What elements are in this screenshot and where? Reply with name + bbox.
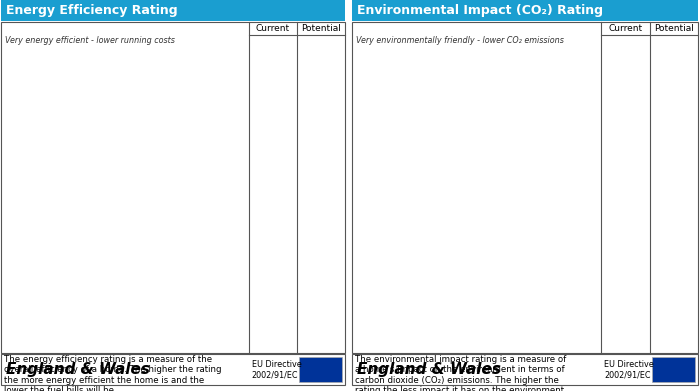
Text: (55-68): (55-68) bbox=[358, 177, 384, 183]
Text: 62: 62 bbox=[265, 174, 281, 188]
Text: Potential: Potential bbox=[654, 24, 694, 33]
Text: 59: 59 bbox=[617, 174, 634, 188]
Text: 86: 86 bbox=[313, 98, 329, 111]
Text: (21-38): (21-38) bbox=[7, 253, 33, 260]
Text: E: E bbox=[161, 212, 170, 225]
Text: (39-54): (39-54) bbox=[7, 215, 33, 222]
Text: (55-68): (55-68) bbox=[7, 177, 33, 183]
Text: England & Wales: England & Wales bbox=[357, 362, 501, 377]
FancyArrow shape bbox=[4, 124, 111, 160]
Text: C: C bbox=[464, 135, 473, 148]
Text: (92-100): (92-100) bbox=[7, 62, 37, 68]
Text: Current: Current bbox=[608, 24, 643, 33]
Text: EU Directive
2002/91/EC: EU Directive 2002/91/EC bbox=[252, 360, 302, 379]
Text: (92-100): (92-100) bbox=[358, 62, 388, 68]
Text: (39-54): (39-54) bbox=[358, 215, 384, 222]
FancyArrow shape bbox=[355, 277, 559, 313]
Text: The energy efficiency rating is a measure of the
overall efficiency of a home. T: The energy efficiency rating is a measur… bbox=[4, 355, 221, 391]
FancyArrow shape bbox=[355, 85, 438, 122]
Text: (69-80): (69-80) bbox=[7, 138, 33, 145]
Text: B: B bbox=[88, 97, 97, 110]
Text: B: B bbox=[440, 97, 449, 110]
Text: England & Wales: England & Wales bbox=[6, 362, 150, 377]
Text: Not energy efficient - higher running costs: Not energy efficient - higher running co… bbox=[5, 316, 175, 325]
Text: Very environmentally friendly - lower CO₂ emissions: Very environmentally friendly - lower CO… bbox=[356, 36, 564, 45]
Text: E: E bbox=[513, 212, 522, 225]
Text: F: F bbox=[186, 250, 194, 263]
Text: (69-80): (69-80) bbox=[358, 138, 384, 145]
FancyArrow shape bbox=[355, 47, 414, 83]
FancyArrow shape bbox=[314, 87, 343, 122]
Text: G: G bbox=[208, 288, 218, 301]
Text: D: D bbox=[487, 174, 498, 187]
Text: (1-20): (1-20) bbox=[7, 292, 29, 298]
Text: Energy Efficiency Rating: Energy Efficiency Rating bbox=[6, 4, 178, 17]
Text: Environmental Impact (CO₂) Rating: Environmental Impact (CO₂) Rating bbox=[357, 4, 603, 17]
Text: The environmental impact rating is a measure of
a home's impact on the environme: The environmental impact rating is a mea… bbox=[355, 355, 567, 391]
FancyArrow shape bbox=[355, 200, 511, 237]
FancyArrow shape bbox=[4, 277, 207, 313]
FancyArrow shape bbox=[4, 162, 135, 198]
Text: D: D bbox=[136, 174, 146, 187]
Text: A: A bbox=[64, 59, 74, 72]
Text: 85: 85 bbox=[666, 98, 682, 111]
FancyArrow shape bbox=[667, 87, 696, 122]
Text: EU Directive
2002/91/EC: EU Directive 2002/91/EC bbox=[604, 360, 654, 379]
Text: (21-38): (21-38) bbox=[358, 253, 384, 260]
Text: Very energy efficient - lower running costs: Very energy efficient - lower running co… bbox=[5, 36, 175, 45]
Text: G: G bbox=[560, 288, 570, 301]
Text: A: A bbox=[415, 59, 425, 72]
Text: (81-91): (81-91) bbox=[358, 100, 384, 107]
FancyArrow shape bbox=[355, 239, 536, 275]
FancyArrow shape bbox=[355, 124, 463, 160]
Text: (81-91): (81-91) bbox=[7, 100, 33, 107]
Text: Not environmentally friendly - higher CO₂ emissions: Not environmentally friendly - higher CO… bbox=[356, 316, 564, 325]
Text: Potential: Potential bbox=[301, 24, 341, 33]
Text: F: F bbox=[538, 250, 546, 263]
FancyArrow shape bbox=[4, 239, 183, 275]
FancyArrow shape bbox=[4, 85, 87, 122]
FancyArrow shape bbox=[355, 162, 487, 198]
FancyArrow shape bbox=[4, 200, 159, 237]
FancyArrow shape bbox=[266, 164, 295, 198]
FancyArrow shape bbox=[619, 164, 648, 198]
Text: C: C bbox=[113, 135, 122, 148]
Text: (1-20): (1-20) bbox=[358, 292, 379, 298]
FancyArrow shape bbox=[4, 47, 63, 83]
Text: Current: Current bbox=[256, 24, 290, 33]
